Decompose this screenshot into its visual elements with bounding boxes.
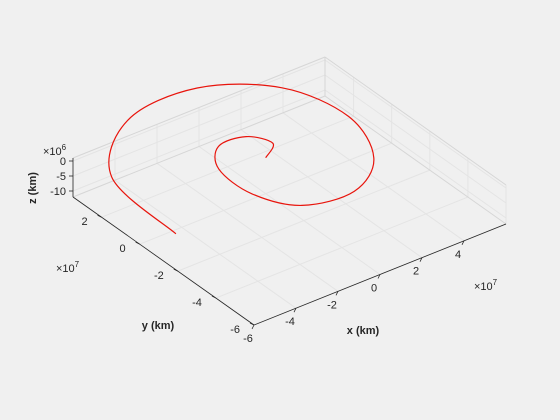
z-tick-label: -10 — [50, 186, 66, 198]
x-tick-mark — [461, 240, 465, 246]
y-multiplier-exp: 7 — [75, 260, 80, 269]
tick-labels: -6 -4 -2 0 2 4 -6 -4 -2 0 2 -10 -5 0 — [50, 156, 461, 345]
floor-grid-line-y — [177, 169, 430, 272]
z-multiplier: ×106 — [43, 143, 67, 158]
x-tick-label: 4 — [455, 249, 461, 261]
y-tick-mark — [211, 295, 217, 299]
x-tick-label: -4 — [285, 316, 295, 328]
side-wall-grid-z — [324, 59, 507, 189]
x-tick-mark — [377, 274, 381, 279]
grid-lines — [72, 59, 507, 326]
y-axis-label: y (km) — [142, 320, 175, 332]
axis-lines — [69, 158, 507, 330]
x-axis-label: x (km) — [347, 325, 380, 337]
y-tick-mark — [173, 268, 178, 272]
x-tick-label: -2 — [327, 299, 337, 311]
y-tick-label: 0 — [120, 243, 126, 255]
floor-grid-line-x — [156, 162, 339, 292]
floor-grid-line-y — [215, 196, 469, 299]
box-edge-top-side — [324, 56, 507, 186]
z-multiplier-base: ×10 — [43, 146, 62, 158]
y-tick-label: -6 — [230, 324, 240, 336]
side-wall-grid-z — [324, 89, 507, 219]
z-tick-label: -5 — [56, 171, 66, 183]
y-tick-label: -2 — [154, 270, 164, 282]
x-tick-label: 0 — [371, 283, 377, 295]
floor-grid-line-y — [101, 115, 354, 218]
y-axis-line — [72, 196, 255, 326]
x-tick-label: -6 — [243, 333, 253, 345]
x-tick-mark — [293, 307, 297, 313]
back-wall-grid-z — [72, 59, 326, 162]
z-tick-label: 0 — [60, 156, 66, 168]
x-tick-label: 2 — [413, 266, 419, 278]
y-multiplier-base: ×10 — [56, 263, 75, 275]
side-wall-grid-z — [324, 74, 507, 204]
back-wall-grid-z — [72, 89, 326, 192]
x-tick-mark — [419, 257, 423, 262]
y-tick-label: 2 — [81, 216, 87, 228]
series-0-line — [108, 83, 375, 235]
floor-grid-line-y — [139, 142, 392, 245]
y-tick-mark — [249, 322, 255, 326]
floor-grid-line-x — [114, 179, 297, 309]
floor-grid-line-x — [198, 146, 381, 275]
box-edge-top-back — [72, 56, 326, 159]
box-edge-floor-side — [324, 95, 507, 225]
back-wall-grid-z — [72, 74, 326, 177]
y-tick-mark — [97, 214, 102, 218]
floor-grid-line-x — [282, 112, 465, 242]
x-multiplier-base: ×10 — [474, 281, 493, 293]
floor-grid-line-x — [240, 129, 423, 259]
box-edge-floor-back — [72, 95, 326, 198]
y-tick-label: -4 — [192, 297, 202, 309]
axes-box — [72, 56, 507, 225]
plot-series — [108, 83, 375, 235]
y-multiplier: ×107 — [56, 260, 80, 275]
x-multiplier: ×107 — [474, 278, 498, 293]
z-axis-label: z (km) — [27, 172, 39, 204]
x-tick-mark — [251, 324, 255, 330]
x-tick-mark — [335, 291, 339, 296]
z-multiplier-exp: 6 — [62, 143, 67, 152]
y-tick-mark — [135, 241, 140, 245]
x-multiplier-exp: 7 — [493, 278, 498, 287]
